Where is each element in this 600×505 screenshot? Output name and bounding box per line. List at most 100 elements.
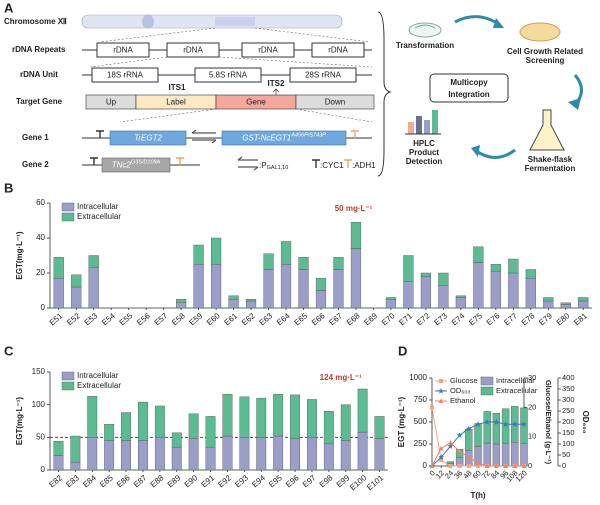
legend-label: Intracellular — [77, 202, 119, 211]
x-tick-label: E94 — [250, 473, 267, 489]
annotation: 50 mg·L⁻¹ — [335, 204, 373, 213]
point — [502, 421, 509, 427]
integration-box — [429, 73, 509, 103]
x-tick-label: E65 — [292, 311, 309, 327]
bar-segment — [340, 404, 351, 441]
bar-segment — [490, 264, 501, 272]
bar-segment — [483, 411, 491, 444]
y2-axis-label: Glucose/Ethanol (g·L⁻¹) — [544, 380, 553, 465]
x-tick-label: E73 — [432, 311, 449, 327]
x-tick-label: E87 — [132, 473, 149, 489]
bar-segment — [53, 278, 64, 309]
x-tick-label: E68 — [345, 311, 362, 327]
point — [493, 419, 500, 425]
bar-segment — [88, 255, 99, 268]
bar-segment — [273, 435, 284, 471]
bar-segment — [492, 413, 501, 445]
point — [511, 421, 518, 427]
bar-segment — [222, 394, 233, 437]
legend-label: Glucose — [450, 376, 478, 385]
x-tick-label: E86 — [115, 473, 132, 489]
bar-segment — [455, 297, 466, 309]
bar-segment — [176, 299, 187, 303]
x-tick-label: E72 — [415, 311, 432, 327]
bar-segment — [87, 437, 98, 471]
legend-label: Extracellular — [77, 212, 121, 221]
bar-segment — [53, 455, 64, 471]
x-tick-label: E85 — [98, 473, 115, 489]
construct-diagram: Chromosome Ⅻ rDNA Repeats rDNA rDNA rDNA… — [4, 11, 392, 177]
annotation: 124 mg·L⁻¹ — [320, 373, 362, 382]
point — [465, 425, 472, 432]
x-tick-label: E95 — [267, 473, 284, 489]
y3-tick-label: 200 — [562, 417, 575, 426]
element-text: :P — [259, 161, 267, 170]
step-label: Multicopy — [450, 78, 488, 87]
rrna-box — [289, 67, 357, 83]
panel-label: A — [4, 0, 14, 15]
y-tick-label: 0 — [423, 461, 428, 470]
x-tick-label: E77 — [502, 311, 519, 327]
x-tick-label: E60 — [205, 311, 222, 327]
bar-segment — [53, 441, 64, 456]
row-label: Gene 1 — [22, 133, 49, 142]
bar-segment — [578, 297, 589, 302]
step-label: Shake-flask — [528, 155, 573, 164]
terminator-key — [344, 159, 352, 168]
hplc-icon — [405, 110, 441, 135]
bar-segment — [560, 302, 571, 305]
bar-segment — [70, 435, 81, 463]
segment-label: Up — [106, 98, 117, 107]
point — [521, 463, 527, 468]
legend-swatch — [61, 381, 75, 391]
bar-segment — [171, 446, 182, 471]
y3-tick-label: 50 — [562, 450, 570, 459]
point — [512, 463, 518, 468]
x-tick-label: E70 — [380, 311, 397, 327]
bar-segment — [298, 257, 309, 270]
x-tick-label: E75 — [467, 311, 484, 327]
bar-segment — [520, 442, 528, 467]
bar-segment — [490, 271, 501, 309]
x-tick-label: E61 — [223, 311, 240, 327]
x-tick-label: E62 — [240, 311, 257, 327]
bar-segment — [245, 299, 257, 302]
x-axis-label: T(h) — [470, 491, 485, 500]
bar-segment — [357, 431, 368, 471]
bar-segment — [340, 440, 351, 471]
rdna-label: rDNA — [328, 46, 348, 55]
point — [521, 421, 527, 427]
x-tick-label: E92 — [216, 473, 233, 489]
x-tick-label: E53 — [83, 311, 100, 327]
bar-segment — [333, 257, 344, 270]
bar-segment — [323, 443, 334, 471]
bar-segment — [374, 416, 385, 439]
x-tick-label: E58 — [170, 311, 187, 327]
zoom-line — [89, 56, 373, 68]
x-tick-label: E51 — [48, 311, 65, 327]
x-tick-label: E80 — [555, 311, 572, 327]
bar-segment — [492, 443, 501, 467]
y3-axis-label: OD₆₀₀ — [581, 411, 590, 434]
x-tick-label: E96 — [284, 473, 301, 489]
y-tick-label: 1000 — [409, 373, 427, 382]
zoom-line — [119, 108, 373, 123]
step-label: Cell Growth Related — [507, 47, 583, 56]
rrna-box — [194, 67, 262, 83]
x-tick-label: E79 — [537, 311, 554, 327]
x-tick-label: E91 — [200, 473, 217, 489]
x-tick-label: E101 — [365, 473, 386, 492]
bar-segment — [446, 461, 455, 464]
arrow — [454, 15, 501, 27]
step-label: Transformation — [396, 41, 454, 50]
legend-swatch — [61, 202, 75, 212]
bar-segment — [501, 442, 510, 467]
x-tick-label: E82 — [47, 473, 64, 489]
legend-marker — [439, 379, 443, 383]
bar-segment — [307, 437, 317, 471]
bar-segment — [508, 258, 519, 274]
point — [484, 419, 491, 425]
y-tick-label: 0 — [41, 303, 46, 312]
terminator — [90, 157, 98, 165]
